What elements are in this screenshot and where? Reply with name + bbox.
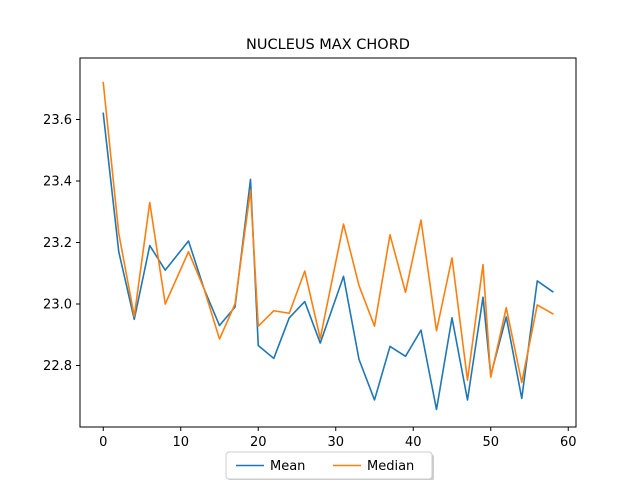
chart-title: NUCLEUS MAX CHORD xyxy=(246,37,410,53)
y-tick-label: 23.0 xyxy=(43,298,72,313)
x-tick-label: 10 xyxy=(172,435,189,450)
series-line-mean xyxy=(102,112,554,411)
x-tick-label: 60 xyxy=(560,435,577,450)
x-tick-label: 50 xyxy=(482,435,499,450)
x-tick-label: 30 xyxy=(327,435,344,450)
y-tick-label: 23.2 xyxy=(43,236,72,251)
legend: Mean Median xyxy=(225,451,434,481)
x-tick-label: 0 xyxy=(99,435,107,450)
legend-label-median: Median xyxy=(367,459,414,474)
y-tick-label: 23.6 xyxy=(43,113,72,128)
axis-layer: 0 10 20 30 40 50 60 22.8 23.0 23.2 23.4 23.6 xyxy=(43,57,577,450)
x-tick-label: 40 xyxy=(405,435,422,450)
series-layer xyxy=(102,81,554,411)
legend-box xyxy=(225,451,433,480)
x-tick-label: 20 xyxy=(250,435,267,450)
y-tick-label: 23.4 xyxy=(43,175,72,190)
series-line-median xyxy=(102,81,554,384)
legend-label-mean: Mean xyxy=(270,459,305,474)
y-tick-label: 22.8 xyxy=(43,359,72,374)
